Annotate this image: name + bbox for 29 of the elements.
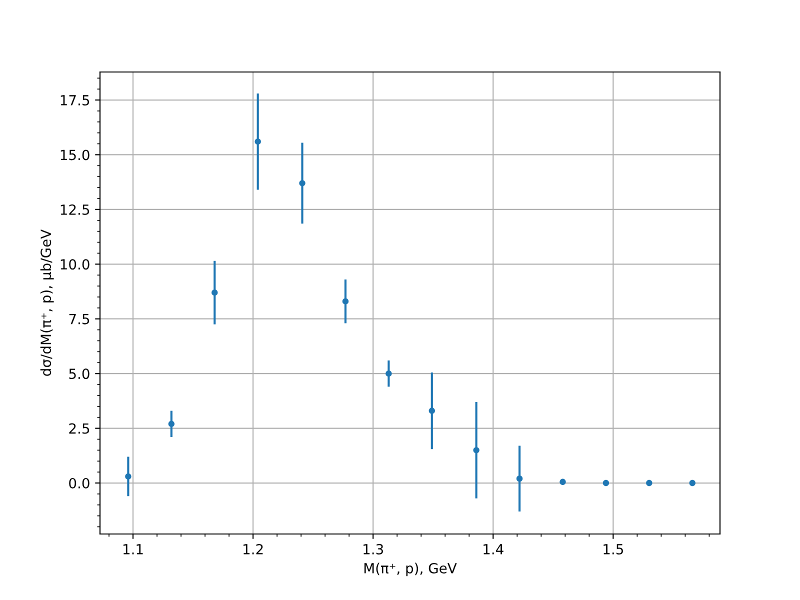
x-tick-label: 1.5 xyxy=(604,544,623,554)
point xyxy=(646,480,652,486)
point xyxy=(254,138,261,145)
point xyxy=(212,290,218,296)
point xyxy=(560,478,566,486)
point xyxy=(125,473,132,480)
y-tick-label: 5.0 xyxy=(69,368,90,380)
point xyxy=(299,180,306,186)
x-axis-title: M(π⁺, p), GeV xyxy=(364,562,457,576)
point xyxy=(602,480,610,486)
x-tick-label: 1.3 xyxy=(364,544,384,554)
point xyxy=(516,476,523,482)
point xyxy=(689,480,696,486)
y-tick-label: 0.0 xyxy=(69,478,90,488)
x-tick-label: 1.4 xyxy=(484,544,504,554)
x-tick-label: 1.2 xyxy=(244,544,263,554)
point xyxy=(428,408,436,414)
point xyxy=(342,298,349,304)
y-tick-label: 17.5 xyxy=(60,95,90,106)
point xyxy=(473,447,480,454)
y-axis-title: dσ/dM(π⁺, p), µb/GeV xyxy=(40,229,54,376)
y-tick-label: 10.0 xyxy=(60,259,90,270)
point xyxy=(386,370,392,377)
y-tick-label: 7.5 xyxy=(69,314,90,324)
y-tick-label: 12.5 xyxy=(60,204,90,215)
point xyxy=(168,420,175,428)
y-tick-label: 2.5 xyxy=(69,423,90,434)
y-tick-label: 15.0 xyxy=(60,150,90,160)
x-tick-label: 1.1 xyxy=(123,544,143,554)
